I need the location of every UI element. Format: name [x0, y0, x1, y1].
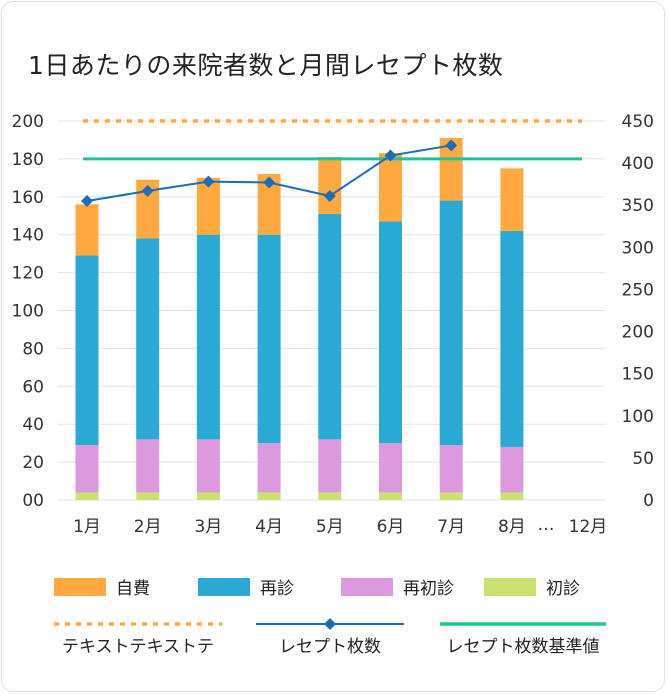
- receipt-point: [384, 149, 397, 162]
- bar-segment: [75, 255, 99, 446]
- legend-label: レセプト枚数: [279, 637, 381, 657]
- y-right-tick: 300: [622, 238, 654, 258]
- legend-swatch: [484, 578, 536, 596]
- y-right-tick: 400: [622, 154, 654, 174]
- bar-segment: [500, 230, 524, 447]
- y-left-tick: 60: [22, 377, 44, 397]
- bars: [75, 138, 524, 500]
- y-right-tick: 50: [632, 449, 654, 469]
- x-tick-label: 3月: [194, 517, 222, 537]
- bar-segment: [379, 443, 402, 493]
- y-left-tick: 20: [22, 453, 44, 473]
- bar-segment: [257, 174, 281, 235]
- bar-segment: [379, 221, 402, 444]
- x-tick-label: 8月: [498, 517, 526, 537]
- legend-label: 再診: [260, 579, 294, 599]
- bar-segment: [136, 492, 160, 500]
- y-right-tick: 350: [622, 196, 654, 216]
- bar-segment: [318, 213, 342, 440]
- bar-segment: [318, 492, 342, 500]
- bar-segment: [136, 238, 160, 440]
- x-ellipsis: …: [538, 515, 555, 535]
- bar-segment: [196, 177, 220, 235]
- bar-segment: [136, 179, 160, 239]
- legend-label: テキストテキストテ: [62, 637, 214, 657]
- legend-label: レセプト枚数基準値: [447, 637, 600, 657]
- bar-segment: [75, 204, 99, 256]
- reference-lines: [83, 119, 582, 161]
- legend-diamond: [324, 618, 336, 630]
- bar-segment: [379, 153, 402, 222]
- chart-title: 1日あたりの来院者数と月間レセプト枚数: [28, 51, 504, 80]
- legend-label: 自費: [116, 579, 150, 599]
- y-left-tick: 160: [12, 188, 44, 208]
- receipt-point: [141, 184, 154, 197]
- y-left-tick: 80: [22, 339, 44, 359]
- y-right-tick: 200: [622, 323, 654, 343]
- bar-segment: [318, 157, 342, 214]
- y-right-axis: 0 50 100 150 200 250 300 350 400 450: [622, 112, 654, 511]
- legend-swatch: [198, 578, 250, 596]
- bar-segment: [257, 492, 281, 500]
- bar-segment: [257, 443, 281, 493]
- x-tick-label: 4月: [255, 517, 283, 537]
- x-tick-label: 2月: [134, 517, 162, 537]
- y-left-tick: 140: [12, 226, 44, 246]
- receipt-point: [81, 195, 93, 208]
- bar-segment: [439, 138, 463, 201]
- x-tick-label: 7月: [437, 517, 465, 537]
- receipt-point: [202, 175, 215, 188]
- y-left-tick: 100: [12, 302, 44, 322]
- bar-segment: [196, 234, 220, 440]
- y-right-tick: 250: [622, 280, 654, 300]
- bar-segment: [500, 492, 524, 500]
- bar-segment: [136, 439, 160, 493]
- x-tick-label: 1月: [73, 517, 101, 537]
- x-tick-label: 12月: [569, 517, 608, 537]
- bar-segment: [379, 492, 402, 500]
- y-left-tick: 200: [12, 112, 44, 132]
- y-left-axis: 00 20 40 60 80 100 120 140 160 180 200: [12, 112, 44, 511]
- legend-label: 初診: [546, 579, 580, 599]
- legend-swatch: [341, 578, 393, 596]
- x-axis: 1月 2月 3月 4月 5月 6月 7月 8月 12月 …: [73, 515, 607, 537]
- y-right-tick: 450: [622, 112, 654, 132]
- bar-segment: [318, 439, 342, 493]
- receipt-point: [263, 176, 276, 189]
- bar-segment: [196, 439, 220, 493]
- y-right-tick: 100: [622, 407, 654, 427]
- bar-segment: [500, 168, 524, 231]
- y-left-tick: 120: [12, 264, 44, 284]
- x-tick-label: 5月: [316, 517, 344, 537]
- receipt-point: [445, 139, 458, 152]
- bar-segment: [257, 234, 281, 444]
- y-left-tick: 180: [12, 150, 44, 170]
- bar-segment: [439, 445, 463, 493]
- legend-label: 再初診: [403, 579, 454, 599]
- receipt-point: [323, 189, 336, 202]
- bar-segment: [196, 492, 220, 500]
- bar-segment: [439, 200, 463, 446]
- y-left-tick: 00: [22, 491, 44, 511]
- y-right-tick: 0: [643, 491, 654, 511]
- y-left-tick: 40: [22, 415, 44, 435]
- receipt-line: [81, 139, 458, 208]
- bar-segment: [75, 492, 99, 500]
- bar-segment: [500, 446, 524, 493]
- bar-segment: [439, 492, 463, 500]
- y-right-tick: 150: [622, 365, 654, 385]
- bar-segment: [75, 445, 99, 493]
- legend-swatch: [54, 578, 106, 596]
- x-tick-label: 6月: [377, 517, 405, 537]
